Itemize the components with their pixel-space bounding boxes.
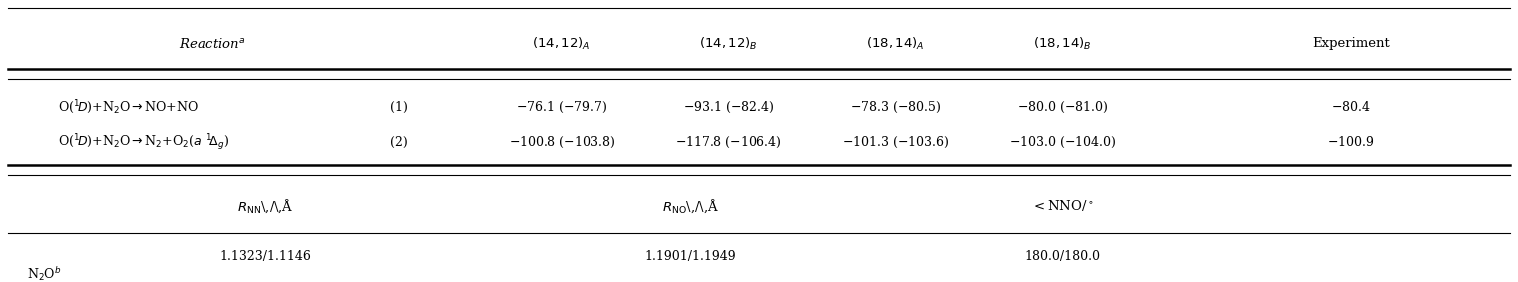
Text: $-$100.8 ($-$103.8): $-$100.8 ($-$103.8) — [509, 135, 615, 150]
Text: $(14,12)_B$: $(14,12)_B$ — [700, 36, 757, 52]
Text: $R_{\rm NO}$\,/\,Å: $R_{\rm NO}$\,/\,Å — [662, 197, 720, 215]
Text: (1): (1) — [390, 101, 408, 114]
Text: O($^1\!D$)+N$_2$O$\rightarrow$NO+NO: O($^1\!D$)+N$_2$O$\rightarrow$NO+NO — [58, 98, 199, 116]
Text: $R_{\rm NN}$\,/\,Å: $R_{\rm NN}$\,/\,Å — [237, 197, 294, 215]
Text: $-$103.0 ($-$104.0): $-$103.0 ($-$104.0) — [1009, 135, 1116, 150]
Text: $-$117.8 ($-$106.4): $-$117.8 ($-$106.4) — [676, 135, 782, 150]
Text: $(14,12)_A$: $(14,12)_A$ — [533, 36, 591, 52]
Text: $<$NNO/$^\circ$: $<$NNO/$^\circ$ — [1031, 198, 1094, 213]
Text: Reaction$^a$: Reaction$^a$ — [179, 37, 246, 51]
Text: $-$100.9: $-$100.9 — [1327, 135, 1375, 149]
Text: 180.0/180.0: 180.0/180.0 — [1025, 250, 1101, 263]
Text: $(18,14)_B$: $(18,14)_B$ — [1034, 36, 1091, 52]
Text: $-$78.3 ($-$80.5): $-$78.3 ($-$80.5) — [850, 100, 941, 115]
Text: Experiment: Experiment — [1312, 37, 1390, 50]
Text: 1.1901/1.1949: 1.1901/1.1949 — [645, 250, 736, 263]
Text: $-$76.1 ($-$79.7): $-$76.1 ($-$79.7) — [516, 100, 607, 115]
Text: $(18,14)_A$: $(18,14)_A$ — [867, 36, 924, 52]
Text: $-$93.1 ($-$82.4): $-$93.1 ($-$82.4) — [683, 100, 774, 115]
Text: $-$101.3 ($-$103.6): $-$101.3 ($-$103.6) — [842, 135, 949, 150]
Text: O($^1\!D$)+N$_2$O$\rightarrow$N$_2$+O$_2$($a$ $^1\!\Delta_g$): O($^1\!D$)+N$_2$O$\rightarrow$N$_2$+O$_2… — [58, 132, 229, 153]
Text: (2): (2) — [390, 136, 408, 149]
Text: $-$80.4: $-$80.4 — [1331, 100, 1371, 114]
Text: 1.1323/1.1146: 1.1323/1.1146 — [220, 250, 311, 263]
Text: $-$80.0 ($-$81.0): $-$80.0 ($-$81.0) — [1017, 100, 1108, 115]
Text: N$_2$O$^b$: N$_2$O$^b$ — [27, 265, 62, 282]
